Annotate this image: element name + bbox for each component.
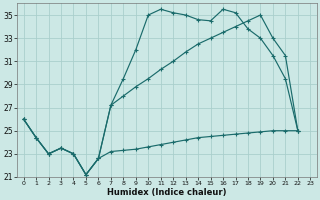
X-axis label: Humidex (Indice chaleur): Humidex (Indice chaleur) xyxy=(107,188,227,197)
